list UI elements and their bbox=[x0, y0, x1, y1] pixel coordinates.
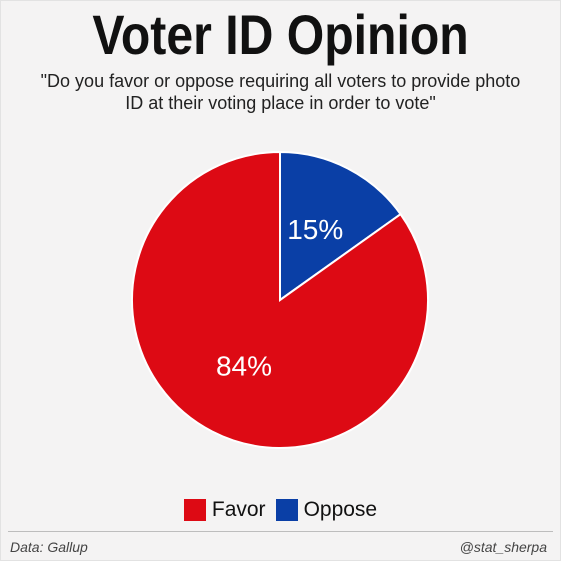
pie-label-oppose: 15% bbox=[287, 214, 343, 245]
legend: Favor Oppose bbox=[0, 498, 561, 522]
legend-swatch-favor bbox=[183, 499, 206, 521]
legend-item-oppose: Oppose bbox=[275, 498, 378, 522]
legend-swatch-oppose bbox=[275, 499, 298, 521]
pie-slice-favor bbox=[131, 150, 429, 449]
credit-note: @stat_sherpa bbox=[459, 539, 547, 555]
chart-subtitle: "Do you favor or oppose requiring all vo… bbox=[40, 71, 521, 113]
footer-divider bbox=[8, 531, 553, 532]
legend-label-favor: Favor bbox=[211, 498, 266, 521]
legend-item-favor: Favor bbox=[183, 498, 266, 522]
pie-chart: 15% 84% bbox=[130, 150, 430, 450]
pie-svg: 15% 84% bbox=[131, 150, 429, 449]
source-note: Data: Gallup bbox=[10, 539, 88, 555]
pie-label-favor: 84% bbox=[216, 350, 272, 381]
legend-label-oppose: Oppose bbox=[303, 498, 378, 521]
pie-slice-oppose bbox=[279, 150, 402, 302]
chart-title: Voter ID Opinion bbox=[92, 3, 469, 66]
